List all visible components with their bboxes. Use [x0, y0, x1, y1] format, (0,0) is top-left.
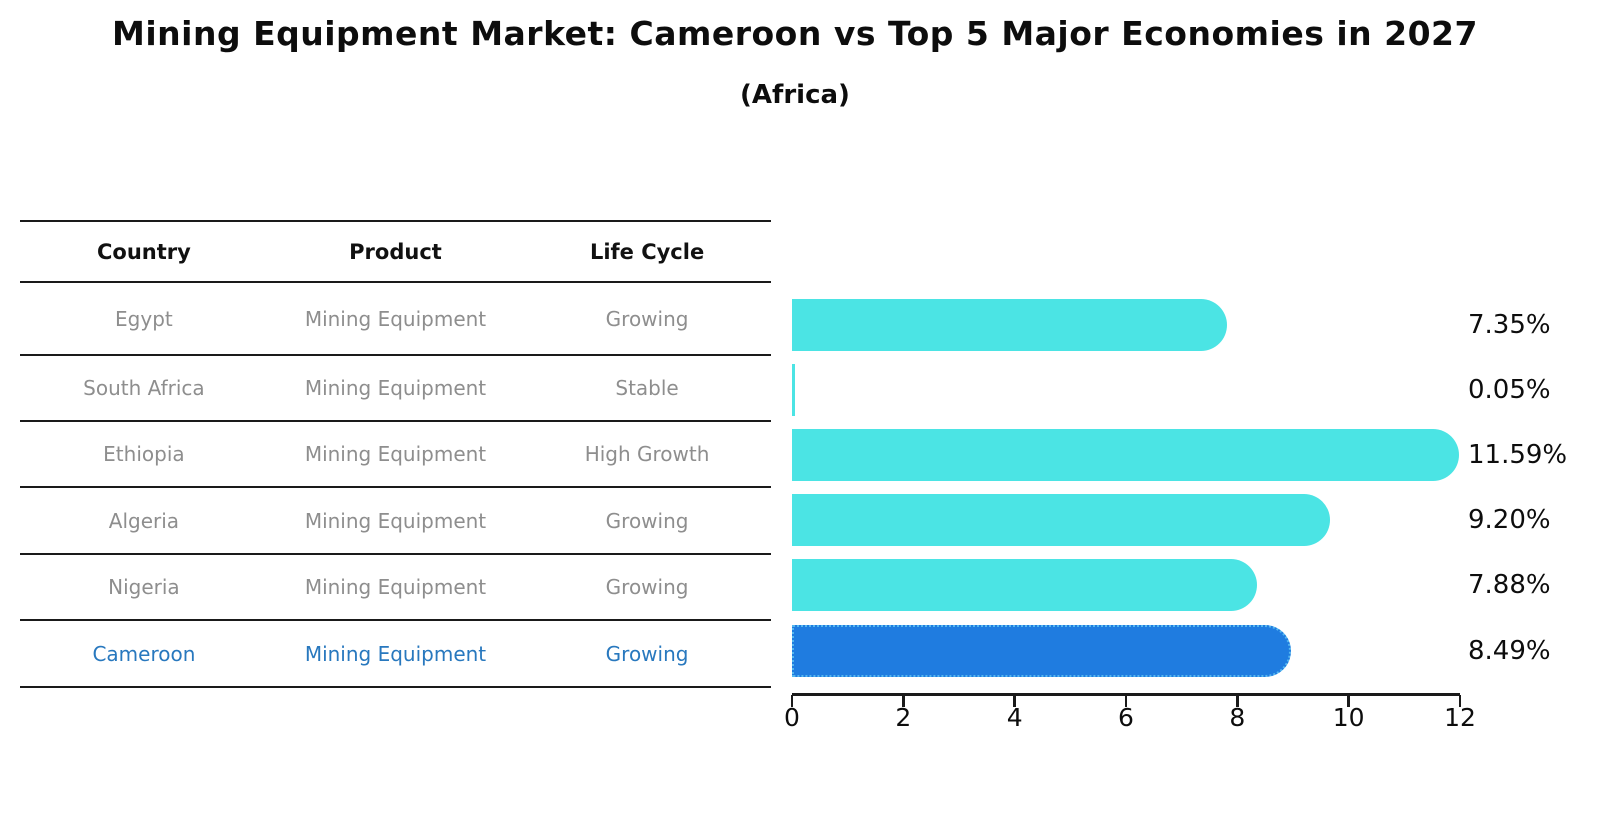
x-axis-tick-label: 2	[895, 703, 912, 732]
table-row-nigeria: Nigeria Mining Equipment Growing	[20, 555, 771, 621]
value-label: 8.49%	[1468, 636, 1551, 666]
column-header-life-cycle: Life Cycle	[589, 239, 705, 264]
x-axis-tick-label: 10	[1332, 703, 1365, 732]
cell-country: Nigeria	[108, 575, 180, 599]
value-label: 9.20%	[1468, 505, 1551, 535]
value-label: 7.35%	[1468, 310, 1551, 340]
x-axis-tick	[790, 695, 794, 707]
cell-product: Mining Equipment	[304, 575, 487, 599]
cell-country: South Africa	[83, 376, 205, 400]
cell-life-cycle: Stable	[615, 376, 679, 400]
table-header-row: Country Product Life Cycle	[20, 222, 771, 283]
bar-south-africa	[792, 364, 795, 416]
comparison-table: Country Product Life Cycle Egypt Mining …	[20, 220, 771, 688]
cell-life-cycle: High Growth	[584, 442, 710, 466]
x-axis-tick-label: 6	[1118, 703, 1134, 732]
table-row-egypt: Egypt Mining Equipment Growing	[20, 283, 771, 356]
x-axis-tick	[1236, 695, 1239, 707]
cell-life-cycle: Growing	[605, 508, 689, 533]
x-axis-tick	[902, 695, 905, 707]
bar-ethiopia	[792, 429, 1459, 481]
cell-product: Mining Equipment	[304, 641, 487, 666]
value-label: 7.88%	[1468, 569, 1551, 600]
cell-country: Cameroon	[92, 641, 196, 666]
x-axis-tick	[1347, 695, 1350, 707]
table-row-south-africa: South Africa Mining Equipment Stable	[20, 356, 771, 422]
x-axis-line	[792, 693, 1460, 696]
cell-product: Mining Equipment	[304, 508, 487, 533]
x-axis-tick	[1124, 695, 1128, 707]
bar-algeria	[792, 494, 1331, 546]
column-header-country: Country	[97, 239, 191, 264]
cell-life-cycle: Growing	[605, 306, 689, 331]
chart-subtitle: (Africa)	[740, 80, 850, 110]
table-row-ethiopia: Ethiopia Mining Equipment High Growth	[20, 422, 771, 488]
bar-egypt	[792, 299, 1228, 351]
table-row-algeria: Algeria Mining Equipment Growing	[20, 488, 771, 555]
cell-life-cycle: Growing	[605, 575, 689, 599]
cell-country: Algeria	[108, 508, 180, 533]
x-axis-tick-label: 4	[1006, 703, 1023, 732]
table-row-cameroon: Cameroon Mining Equipment Growing	[20, 621, 771, 688]
chart-title: Mining Equipment Market: Cameroon vs Top…	[112, 14, 1478, 53]
x-axis-tick	[1458, 695, 1462, 707]
cell-product: Mining Equipment	[304, 376, 487, 400]
x-axis-tick-label: 8	[1229, 703, 1246, 732]
x-axis-tick-label: 0	[784, 703, 800, 732]
value-label: 11.59%	[1468, 440, 1568, 470]
cell-product: Mining Equipment	[304, 306, 487, 331]
value-label: 0.05%	[1468, 375, 1551, 405]
cell-country: Ethiopia	[103, 442, 185, 466]
cell-life-cycle: Growing	[605, 641, 689, 666]
column-header-product: Product	[349, 239, 442, 264]
cell-product: Mining Equipment	[304, 442, 487, 466]
cell-country: Egypt	[115, 306, 173, 331]
bar-cameroon-highlighted	[792, 625, 1291, 677]
x-axis-tick	[1013, 695, 1016, 707]
x-axis-tick-label: 12	[1444, 703, 1476, 732]
bar-nigeria	[792, 558, 1257, 611]
